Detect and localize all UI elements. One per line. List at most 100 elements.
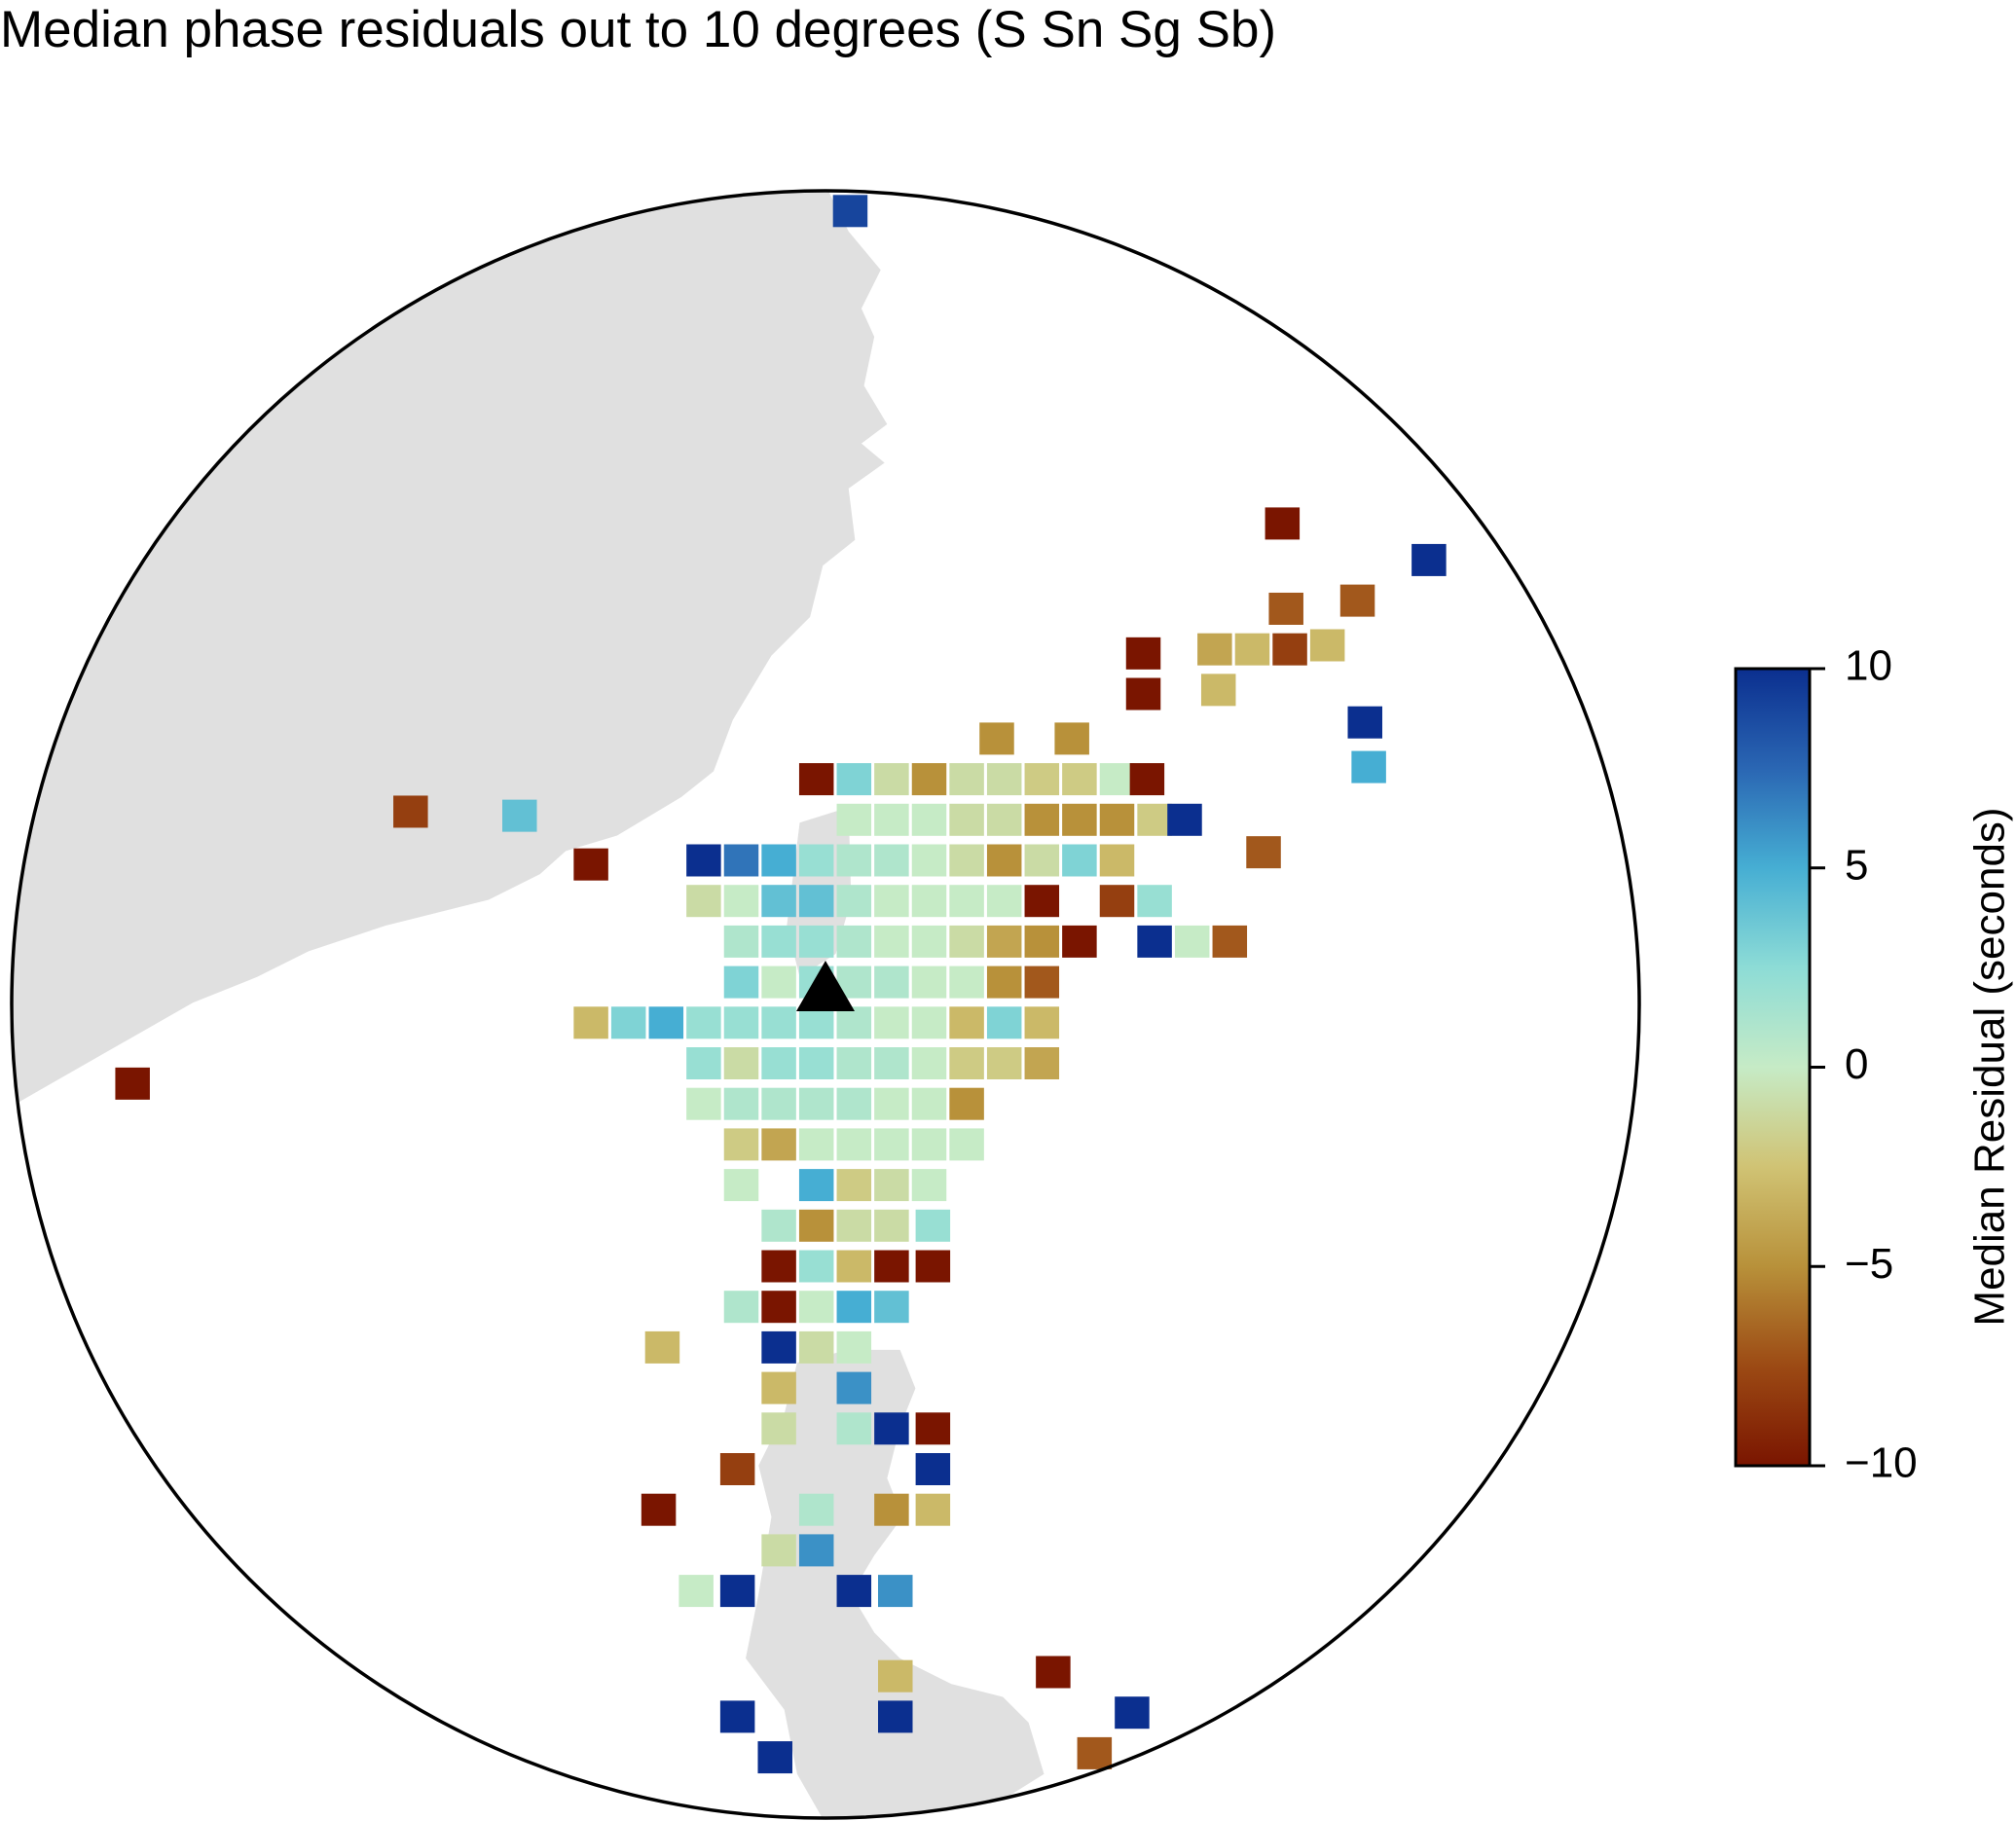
grid-cell: [761, 1128, 796, 1161]
grid-cell: [1024, 925, 1060, 958]
grid-cell: [798, 1291, 834, 1324]
grid-cell: [1062, 803, 1097, 836]
grid-cell: [686, 844, 721, 877]
grid-cell: [836, 1006, 872, 1039]
grid-cell: [761, 1209, 796, 1242]
grid-cell: [911, 1169, 947, 1202]
grid-cell: [798, 885, 834, 918]
grid-cell: [874, 1209, 909, 1242]
grid-cell: [986, 1047, 1022, 1079]
grid-cell: [723, 1087, 759, 1120]
grid-cell: [1234, 633, 1270, 666]
grid-cell: [761, 1534, 796, 1567]
grid-cell: [761, 1047, 796, 1079]
grid-cell: [836, 1047, 872, 1079]
grid-cell: [911, 844, 947, 877]
grid-cell: [911, 1128, 947, 1161]
grid-cell: [686, 1047, 721, 1079]
grid-cell: [911, 803, 947, 836]
grid-cell: [986, 1006, 1022, 1039]
chart-title: Median phase residuals out to 10 degrees…: [0, 1, 1276, 58]
grid-cell: [1099, 763, 1135, 796]
grid-cell: [1137, 803, 1172, 836]
grid-cell: [648, 1006, 684, 1039]
grid-cell: [911, 885, 947, 918]
grid-cell: [836, 1169, 872, 1202]
grid-cell: [1024, 885, 1060, 918]
grid-cell: [1268, 592, 1303, 625]
grid-cell: [1077, 1736, 1113, 1769]
grid-cell: [761, 1412, 796, 1445]
grid-cell: [911, 1006, 947, 1039]
grid-cell: [573, 1006, 608, 1039]
grid-cell: [798, 1006, 834, 1039]
grid-cell: [874, 844, 909, 877]
colorbar-label: Median Residual (seconds): [1966, 807, 2014, 1326]
grid-cell: [761, 965, 796, 999]
grid-cell: [949, 1087, 984, 1120]
grid-cell: [761, 1291, 796, 1324]
grid-cell: [874, 885, 909, 918]
grid-cell: [1036, 1656, 1071, 1689]
grid-cell: [986, 885, 1022, 918]
grid-cell: [911, 1087, 947, 1120]
grid-cell: [949, 763, 984, 796]
grid-cell: [1246, 836, 1281, 869]
grid-cell: [573, 848, 608, 881]
grid-cell: [986, 844, 1022, 877]
grid-cell: [723, 1006, 759, 1039]
colorbar: [1734, 667, 1812, 1468]
grid-cell: [798, 1128, 834, 1161]
grid-cell: [641, 1493, 677, 1526]
grid-cell: [836, 763, 872, 796]
grid-cell: [874, 1047, 909, 1079]
grid-cell: [761, 1250, 796, 1283]
grid-cell: [878, 1659, 913, 1693]
grid-cell: [678, 1575, 714, 1608]
grid-cell: [393, 795, 428, 828]
grid-cell: [836, 1128, 872, 1161]
grid-cell: [686, 1006, 721, 1039]
grid-cell: [1024, 844, 1060, 877]
colorbar-tick-label: −5: [1845, 1240, 1893, 1288]
grid-cell: [911, 1047, 947, 1079]
grid-cell: [874, 1291, 909, 1324]
grid-cell: [1351, 750, 1386, 783]
grid-cell: [836, 885, 872, 918]
grid-cell: [757, 1741, 792, 1774]
grid-cell: [1265, 507, 1301, 540]
grid-cell: [874, 1493, 909, 1526]
grid-cell: [836, 1209, 872, 1242]
grid-cell: [798, 1330, 834, 1364]
grid-cell: [915, 1209, 951, 1242]
grid-cell: [719, 1575, 755, 1608]
grid-cell: [836, 1412, 872, 1445]
grid-cell: [1347, 706, 1383, 739]
grid-cell: [878, 1575, 913, 1608]
grid-cell: [761, 844, 796, 877]
grid-cell: [874, 1412, 909, 1445]
grid-cell: [1129, 763, 1165, 796]
grid-cell: [836, 925, 872, 958]
grid-cell: [949, 925, 984, 958]
grid-cell: [949, 965, 984, 999]
grid-cell: [719, 1700, 755, 1733]
grid-cell: [874, 965, 909, 999]
grid-cell: [798, 925, 834, 958]
grid-cell: [1309, 629, 1345, 662]
grid-cell: [874, 1250, 909, 1283]
grid-cell: [761, 1006, 796, 1039]
station-marker: [796, 961, 855, 1011]
grid-cell: [723, 965, 759, 999]
grid-cell: [836, 803, 872, 836]
grid-cell: [798, 1534, 834, 1567]
grid-cell: [761, 885, 796, 918]
grid-cell: [911, 965, 947, 999]
grid-cell: [915, 1453, 951, 1485]
grid-cell: [911, 925, 947, 958]
grid-cell: [798, 1087, 834, 1120]
grid-cell: [986, 925, 1022, 958]
grid-cell: [761, 1330, 796, 1364]
grid-cell: [986, 763, 1022, 796]
map-boundary: [10, 189, 1641, 1820]
